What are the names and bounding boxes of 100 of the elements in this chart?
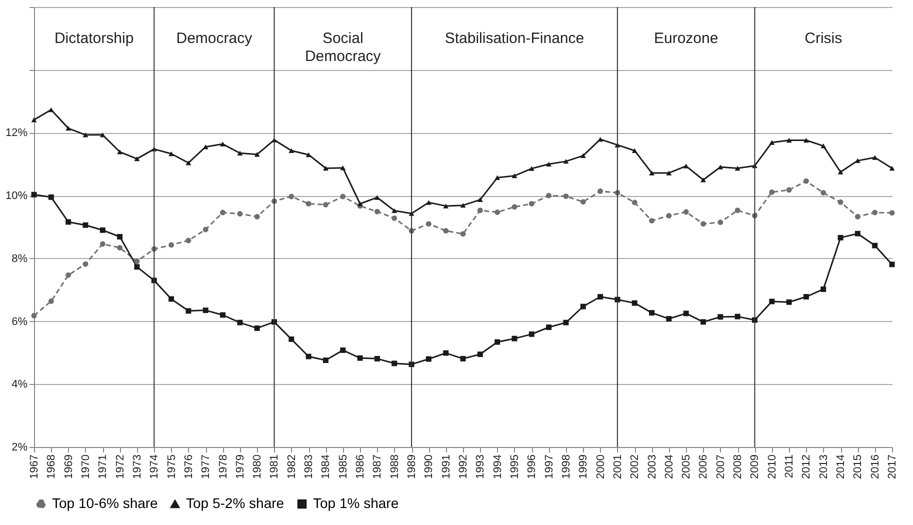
point [494,339,500,345]
y-tick-label: 4% [12,378,28,391]
y-tick-label: 2% [12,442,28,454]
point [186,160,192,166]
point [306,354,312,360]
x-tick-label: 2001 [612,454,624,479]
x-tick-label: 1983 [303,454,316,479]
point [340,347,346,353]
point [803,294,809,300]
x-tick-label: 1985 [337,454,350,479]
point [31,192,37,198]
point [254,214,260,220]
x-tick-label: 2006 [698,454,710,479]
point [683,310,689,316]
x-tick-label: 2014 [835,454,848,479]
point [340,166,346,170]
point [546,192,552,198]
x-tick-label: 2008 [732,454,744,479]
point [460,356,466,362]
point [357,355,363,361]
point [168,242,174,248]
point [82,261,88,267]
point [117,150,123,154]
x-tick-label: 1971 [97,454,110,479]
point [477,197,483,202]
point [254,325,260,331]
point [683,209,689,215]
point [718,314,724,320]
point [494,175,500,180]
x-tick-label: 2003 [646,454,658,479]
x-tick-label: 2004 [663,454,676,479]
point [460,202,466,208]
point [563,193,569,199]
point [769,140,775,145]
point [374,195,380,200]
point [734,166,740,171]
point [563,158,569,164]
point [48,107,54,112]
point [528,201,534,206]
x-tick-label: 2009 [749,454,762,479]
point [820,286,826,292]
point [426,356,432,362]
point [718,164,724,170]
x-tick-label: 1967 [28,454,40,479]
x-tick-label: 1984 [320,454,332,479]
point [134,258,140,264]
point [666,316,672,322]
x-tick-label: 1992 [458,454,470,479]
x-tick-label: 1980 [252,454,264,479]
point [477,208,483,214]
point [700,177,706,182]
point [786,299,792,305]
point [82,132,88,138]
point [632,300,638,306]
x-tick-label: 2016 [869,454,882,479]
x-tick-label: 1991 [440,454,452,479]
point [100,241,106,247]
x-tick-label: 1995 [508,454,521,479]
x-tick-label: 1987 [372,454,384,479]
x-tick-label: 1990 [423,454,436,479]
y-tick-label: 6% [12,316,28,328]
point [443,350,449,356]
point [134,264,140,270]
point [306,201,312,206]
y-tick-label: 8% [12,252,28,265]
x-tick-label: 2011 [784,454,796,478]
point [598,136,604,142]
legend-label: Top 1% share [313,495,399,511]
point [546,324,552,330]
point [889,262,895,268]
point [31,312,37,318]
y-tick-label: 10% [5,190,28,202]
point [598,294,604,300]
point [82,222,88,228]
x-tick-label: 1989 [406,454,418,479]
point [820,190,826,196]
x-tick-label: 1982 [286,454,298,479]
x-tick-label: 1968 [46,454,58,479]
x-tick-label: 2010 [766,454,778,479]
point [580,199,586,205]
point [494,209,500,215]
point [632,148,638,153]
point [66,219,72,225]
point [322,358,328,363]
point [288,194,294,200]
point [598,188,604,194]
point [700,221,706,227]
point [803,178,809,184]
point [426,200,432,205]
x-tick-label: 1999 [578,454,590,479]
point [769,189,775,195]
point [340,194,346,200]
point [512,173,518,178]
point [237,211,243,217]
point [666,170,672,176]
x-tick-label: 1972 [114,454,126,479]
point [649,170,654,176]
x-tick-label: 1979 [234,454,246,479]
point [649,218,654,224]
point [374,208,380,214]
